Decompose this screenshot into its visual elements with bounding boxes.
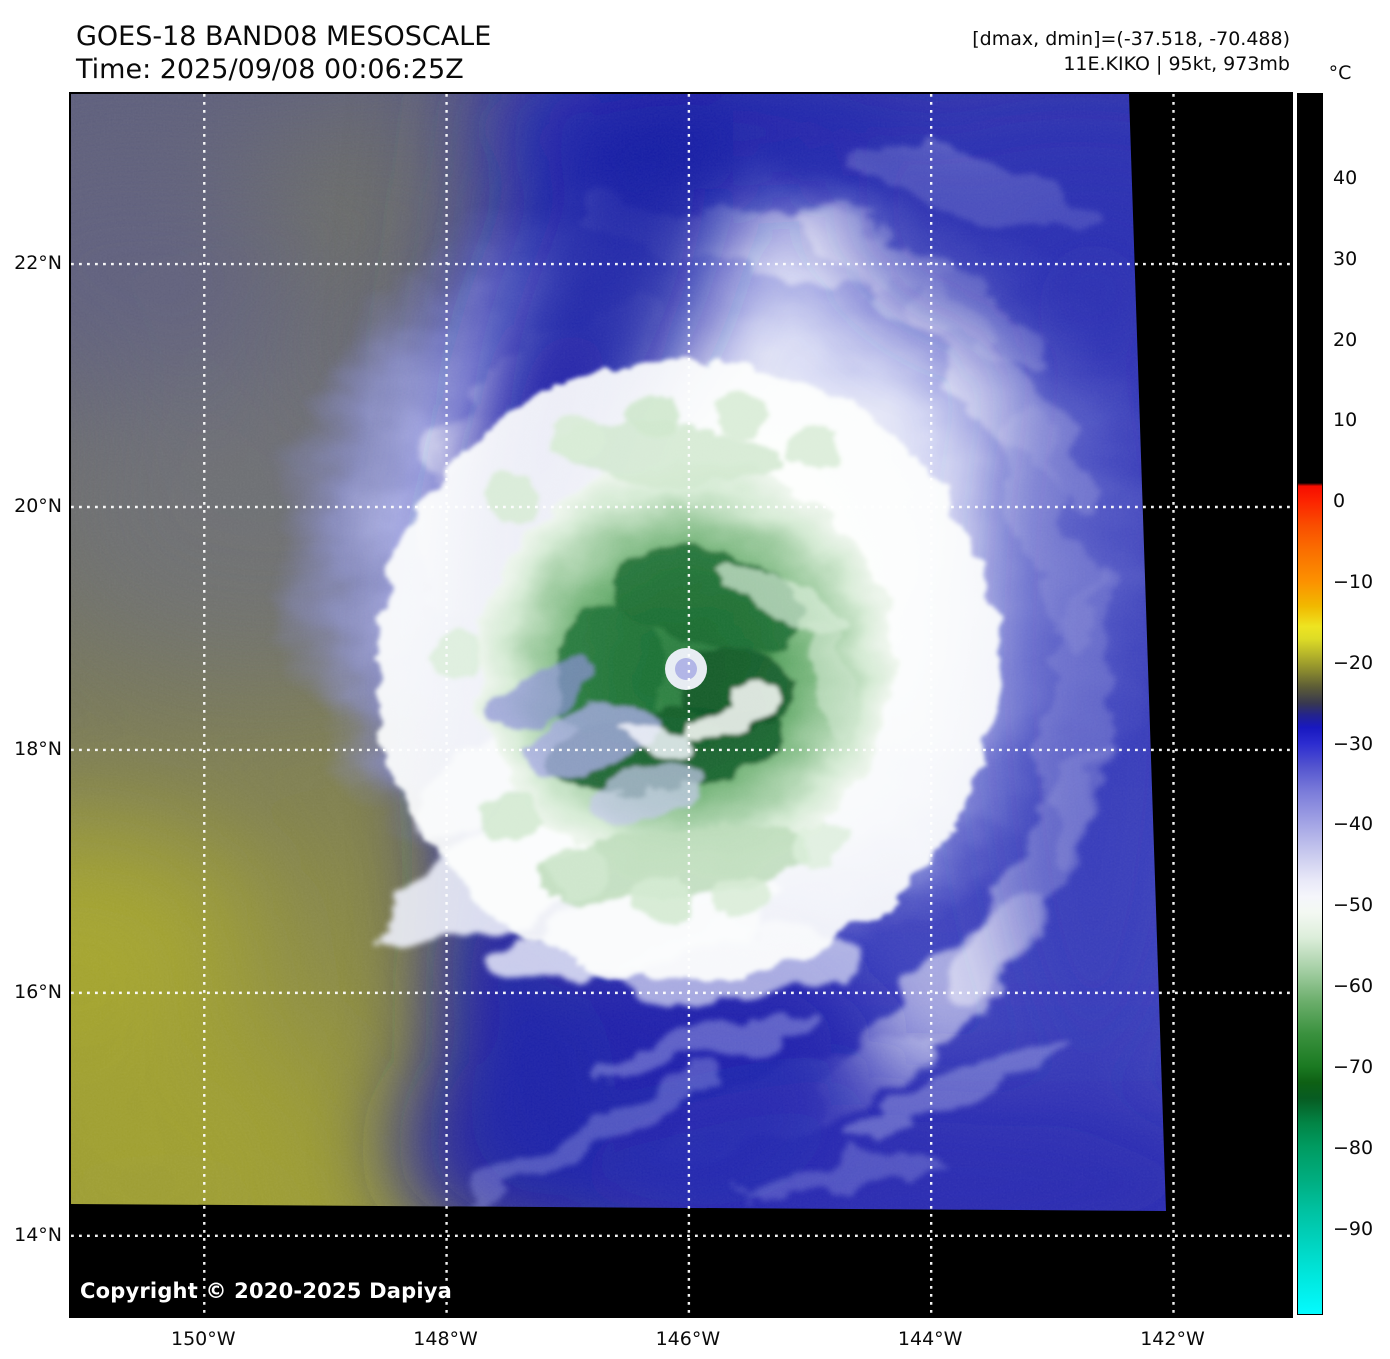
colorbar-tick-label: 10 bbox=[1333, 409, 1358, 432]
colorbar-tick-label: −90 bbox=[1333, 1217, 1374, 1240]
colorbar-tick-label: 40 bbox=[1333, 166, 1358, 189]
annotation-storm-info: 11E.KIKO | 95kt, 973mb bbox=[1063, 53, 1290, 75]
lat-tick-label: 20°N bbox=[14, 495, 62, 517]
copyright-text: Copyright © 2020-2025 Dapiya bbox=[80, 1279, 452, 1303]
colorbar bbox=[1297, 93, 1323, 1315]
colorbar-tick-label: −80 bbox=[1333, 1136, 1374, 1159]
colorbar-gradient bbox=[1298, 94, 1322, 1314]
colorbar-tick-label: −20 bbox=[1333, 651, 1374, 674]
colorbar-unit: °C bbox=[1328, 62, 1352, 84]
figure-timestamp: Time: 2025/09/08 00:06:25Z bbox=[76, 54, 464, 85]
annotation-block: [dmax, dmin]=(-37.518, -70.488) 11E.KIKO… bbox=[972, 27, 1290, 77]
colorbar-tick-label: −40 bbox=[1333, 813, 1374, 836]
colorbar-tick-label: −10 bbox=[1333, 570, 1374, 593]
satellite-image bbox=[71, 94, 1291, 1316]
no-data-region bbox=[71, 94, 1291, 1316]
colorbar-tick-label: −60 bbox=[1333, 975, 1374, 998]
image-grain bbox=[71, 94, 1291, 1316]
colorbar-tick-label: 30 bbox=[1333, 247, 1358, 270]
lat-tick-label: 18°N bbox=[14, 737, 62, 760]
annotation-dmax-dmin: [dmax, dmin]=(-37.518, -70.488) bbox=[972, 28, 1290, 50]
title-block: GOES-18 BAND08 MESOSCALE Time: 2025/09/0… bbox=[76, 20, 491, 86]
lon-tick-label: 142°W bbox=[1140, 1328, 1205, 1350]
lon-tick-label: 150°W bbox=[170, 1328, 236, 1350]
lon-tick-label: 144°W bbox=[897, 1328, 963, 1350]
colorbar-tick-label: −30 bbox=[1333, 732, 1374, 755]
graticule bbox=[71, 94, 1291, 1316]
colorbar-tick-label: −50 bbox=[1333, 894, 1374, 917]
colorbar-tick-label: −70 bbox=[1333, 1055, 1374, 1078]
lon-tick-label: 146°W bbox=[655, 1328, 721, 1350]
map-plot-area: Copyright © 2020-2025 Dapiya bbox=[69, 92, 1293, 1318]
figure-title: GOES-18 BAND08 MESOSCALE bbox=[76, 21, 492, 52]
lat-tick-label: 22°N bbox=[14, 252, 62, 275]
lat-tick-label: 16°N bbox=[14, 980, 62, 1003]
lat-tick-label: 14°N bbox=[14, 1223, 62, 1246]
lon-tick-label: 148°W bbox=[413, 1328, 478, 1350]
colorbar-tick-label: 20 bbox=[1333, 328, 1358, 351]
colorbar-tick-label: 0 bbox=[1333, 490, 1346, 513]
